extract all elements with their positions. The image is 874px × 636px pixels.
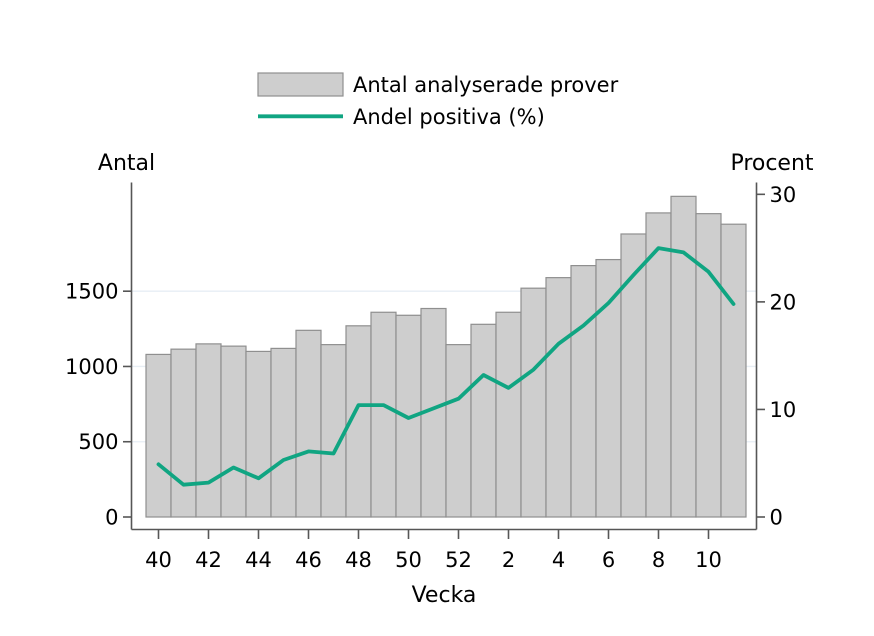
x-axis-tick-label: 6: [602, 548, 615, 572]
right-axis-tick-label: 30: [770, 183, 797, 207]
right-axis-title: Procent: [730, 151, 813, 176]
left-axis-title: Antal: [98, 151, 155, 176]
positivity-line: [156, 246, 736, 487]
x-axis-title: Vecka: [412, 583, 477, 608]
x-axis-tick-label: 8: [652, 548, 665, 572]
bar-week-45: [270, 347, 297, 518]
right-axis-tick-label: 20: [770, 290, 797, 314]
bar-week-10: [695, 213, 722, 518]
legend-label-antal-analyserade-prover: Antal analyserade prover: [353, 73, 619, 97]
left-axis-tick-label: 1000: [65, 355, 118, 379]
bar-week-2: [495, 311, 522, 518]
bar-week-8: [645, 212, 672, 518]
x-axis-tick-label: 40: [145, 548, 172, 572]
legend-bar-swatch: [257, 72, 344, 97]
bar-week-7: [620, 233, 647, 518]
bar-week-43: [220, 345, 247, 518]
bar-week-9: [670, 195, 697, 518]
x-axis-tick-label: 44: [245, 548, 272, 572]
bar-week-6: [595, 258, 622, 518]
legend-label-andel-positiva: Andel positiva (%): [353, 105, 545, 129]
bar-week-1: [470, 323, 497, 518]
x-axis-tick-label: 52: [445, 548, 472, 572]
bar-week-44: [245, 350, 272, 518]
x-axis-tick-label: 10: [695, 548, 722, 572]
bar-week-5: [570, 264, 597, 518]
bar-week-42: [195, 343, 222, 518]
bar-week-46: [295, 329, 322, 518]
right-axis-tick-label: 10: [770, 398, 797, 422]
bar-week-40: [145, 353, 172, 518]
bar-week-41: [170, 348, 197, 518]
bar-week-3: [520, 287, 547, 518]
x-axis-tick-label: 42: [195, 548, 222, 572]
bar-week-11: [720, 223, 747, 518]
right-axis-tick-label: 0: [770, 506, 783, 530]
left-axis-tick-label: 1500: [65, 280, 118, 304]
bar-week-47: [320, 344, 347, 518]
bar-week-52: [445, 344, 472, 518]
left-axis-tick-label: 500: [78, 430, 118, 454]
bar-week-4: [545, 277, 572, 518]
x-axis-tick-label: 46: [295, 548, 322, 572]
x-axis-tick-label: 4: [552, 548, 565, 572]
bar-week-49: [370, 311, 397, 518]
x-axis-tick-label: 48: [345, 548, 372, 572]
left-axis-tick-label: 0: [105, 506, 118, 530]
x-axis-tick-label: 2: [502, 548, 515, 572]
x-axis-tick-label: 50: [395, 548, 422, 572]
